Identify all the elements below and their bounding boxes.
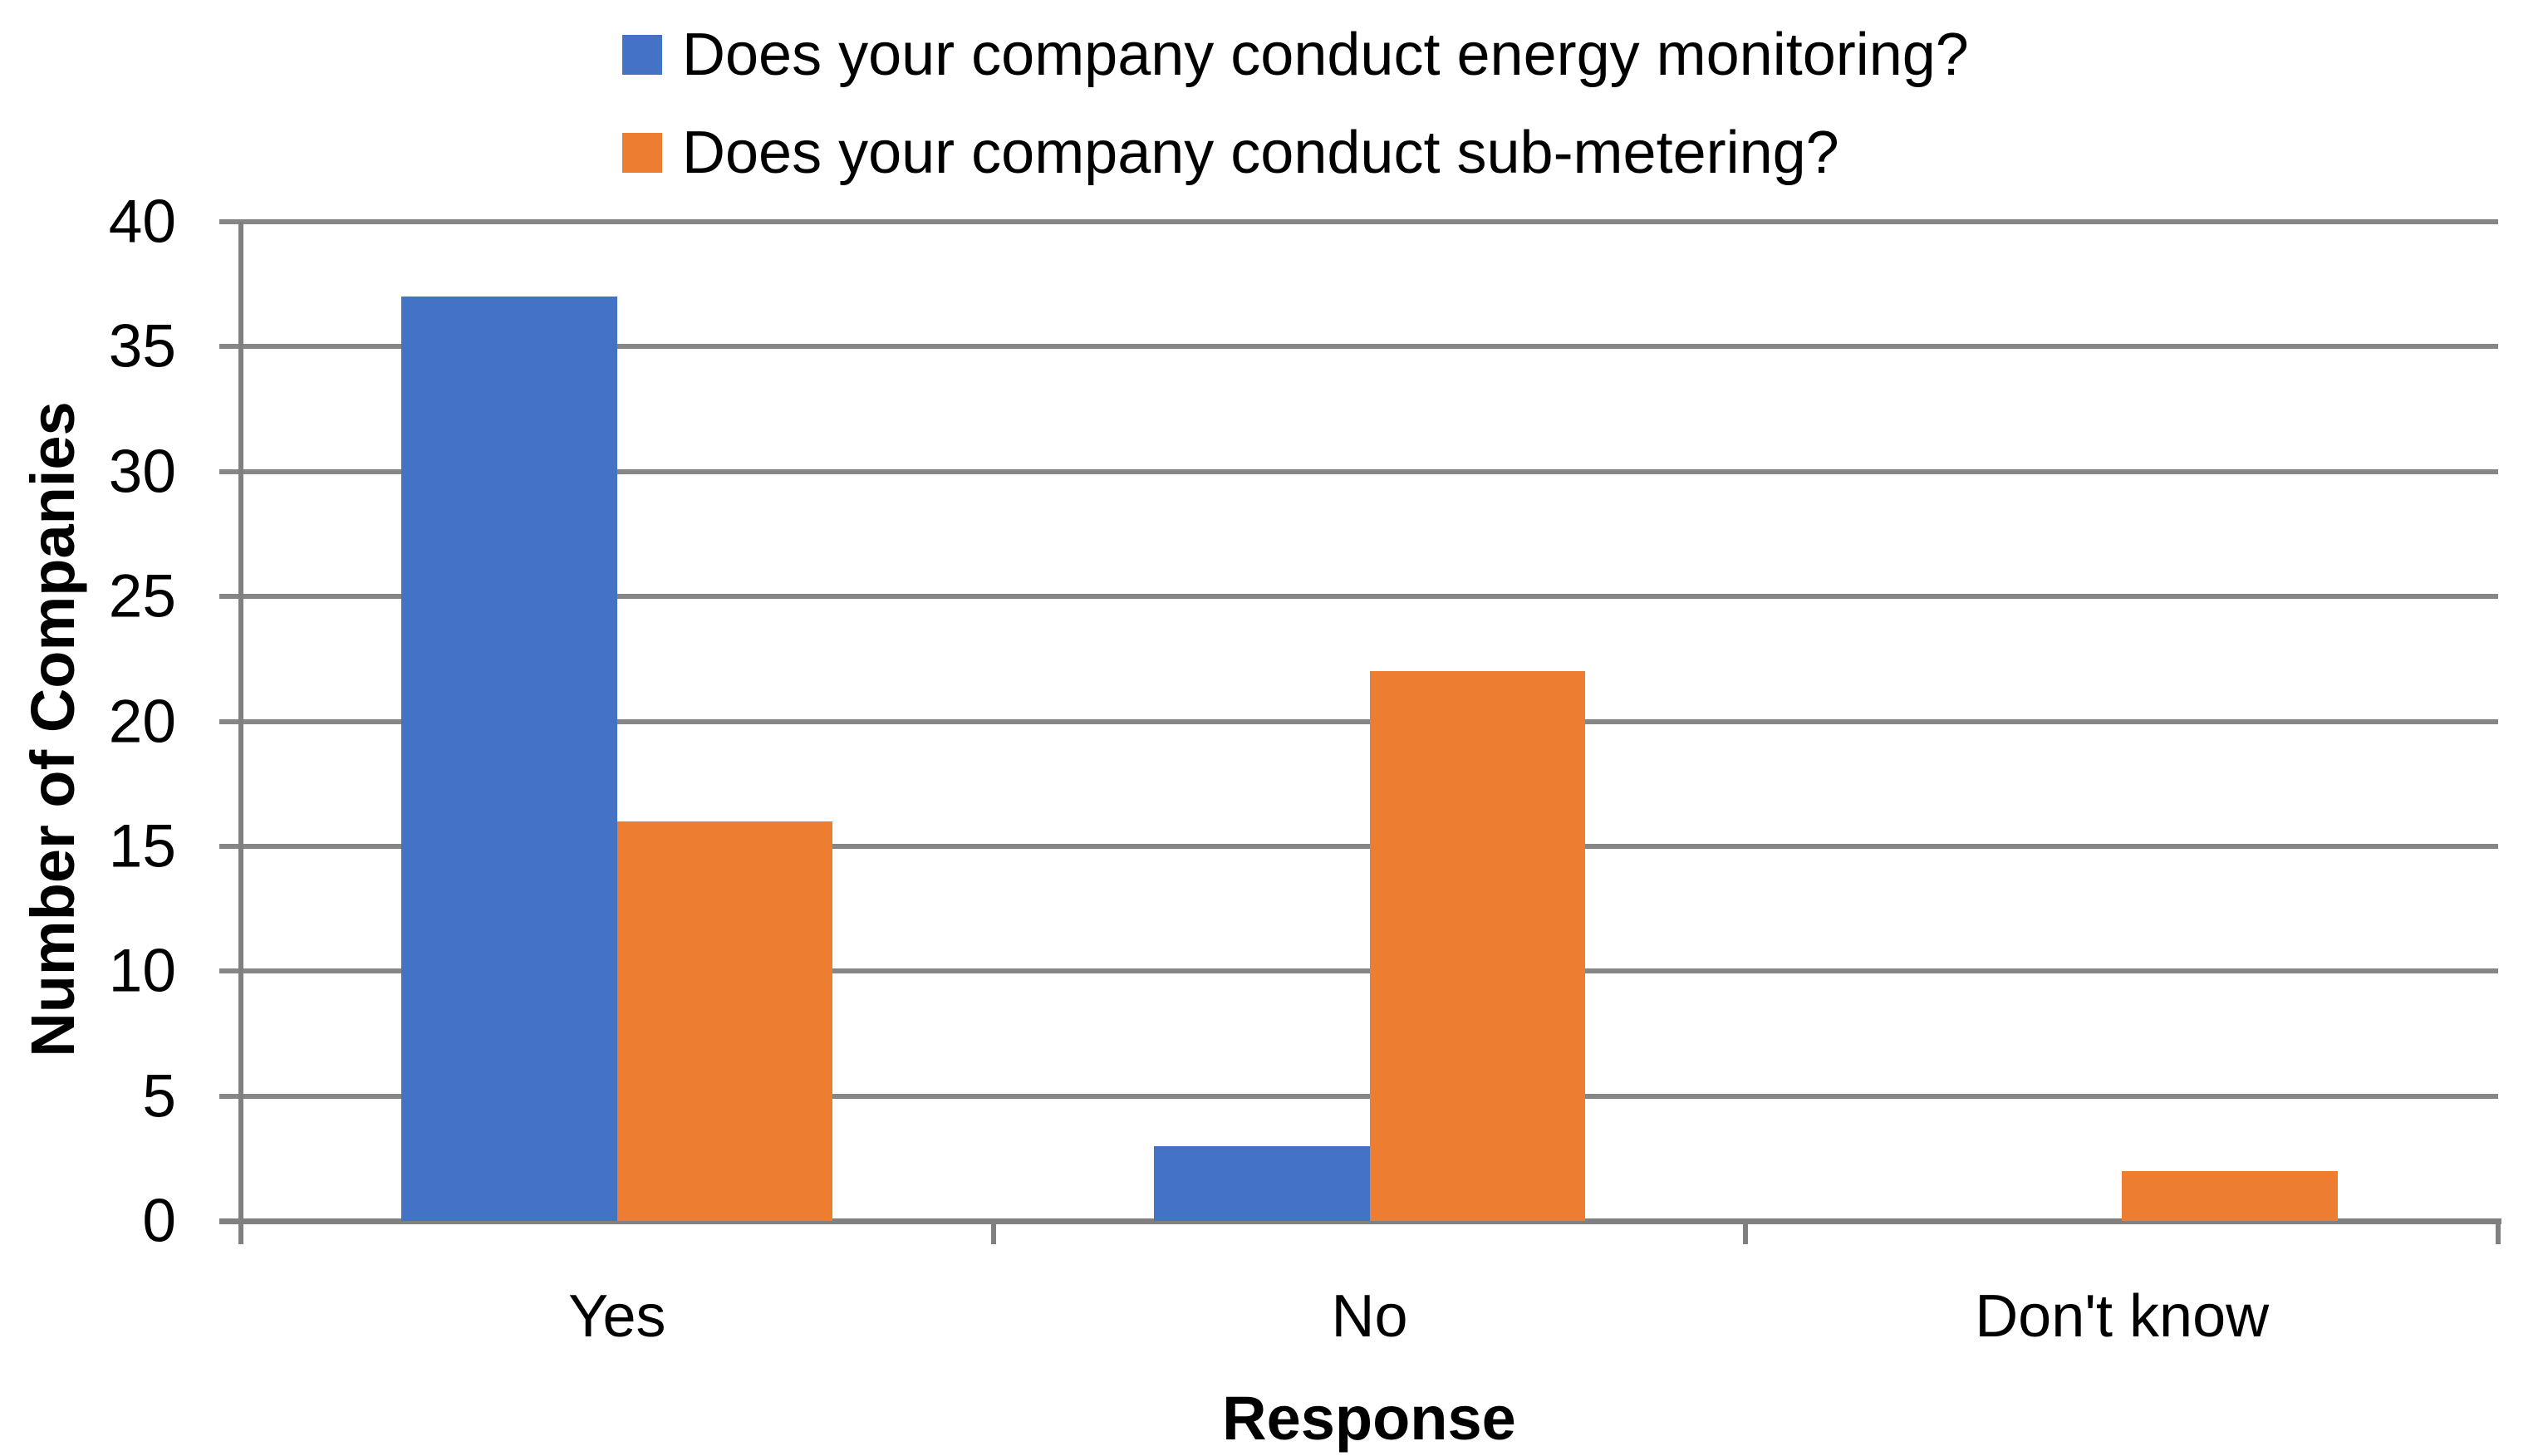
legend-item: Does your company conduct energy monitor… — [622, 16, 1969, 94]
y-tick-label: 25 — [108, 562, 176, 630]
y-tick-label: 5 — [142, 1062, 176, 1130]
y-tick-label: 0 — [142, 1187, 176, 1255]
gridline — [219, 843, 2498, 849]
bar-series-2-yes — [616, 821, 833, 1221]
gridline — [219, 718, 2498, 724]
gridline — [219, 1093, 2498, 1099]
bar-series-1-yes — [401, 297, 617, 1221]
gridline — [219, 968, 2498, 974]
bar-series-2-don-t-know — [2122, 1170, 2338, 1221]
x-axis-tick — [238, 1221, 243, 1244]
x-axis-tick — [2496, 1221, 2501, 1244]
x-tick-label: Don't know — [1975, 1283, 2270, 1350]
x-axis-tick — [1743, 1221, 1749, 1244]
y-tick-label: 40 — [108, 188, 176, 256]
legend-item: Does your company conduct sub-metering? — [622, 114, 1839, 192]
x-axis-title: Response — [1222, 1384, 1516, 1453]
gridline — [219, 219, 2498, 224]
gridline — [219, 468, 2498, 474]
x-tick-label: No — [1331, 1283, 1408, 1350]
legend-swatch — [622, 35, 662, 75]
y-tick-label: 20 — [108, 688, 176, 755]
legend-swatch — [622, 133, 662, 173]
gridline — [219, 594, 2498, 600]
y-tick-label: 15 — [108, 812, 176, 880]
legend-label: Does your company conduct sub-metering? — [682, 120, 1839, 186]
y-tick-label: 35 — [108, 312, 176, 380]
gridline — [219, 344, 2498, 350]
x-axis-tick — [990, 1221, 996, 1244]
y-tick-label: 30 — [108, 438, 176, 506]
x-tick-label: Yes — [568, 1283, 666, 1350]
bar-series-1-no — [1154, 1145, 1370, 1221]
x-axis-line — [219, 1218, 2501, 1224]
y-axis-title: Number of Companies — [18, 401, 87, 1057]
y-tick-label: 10 — [108, 937, 176, 1005]
bar-series-2-no — [1369, 671, 1585, 1221]
y-axis-line — [238, 222, 243, 1244]
legend-label: Does your company conduct energy monitor… — [682, 22, 1969, 88]
